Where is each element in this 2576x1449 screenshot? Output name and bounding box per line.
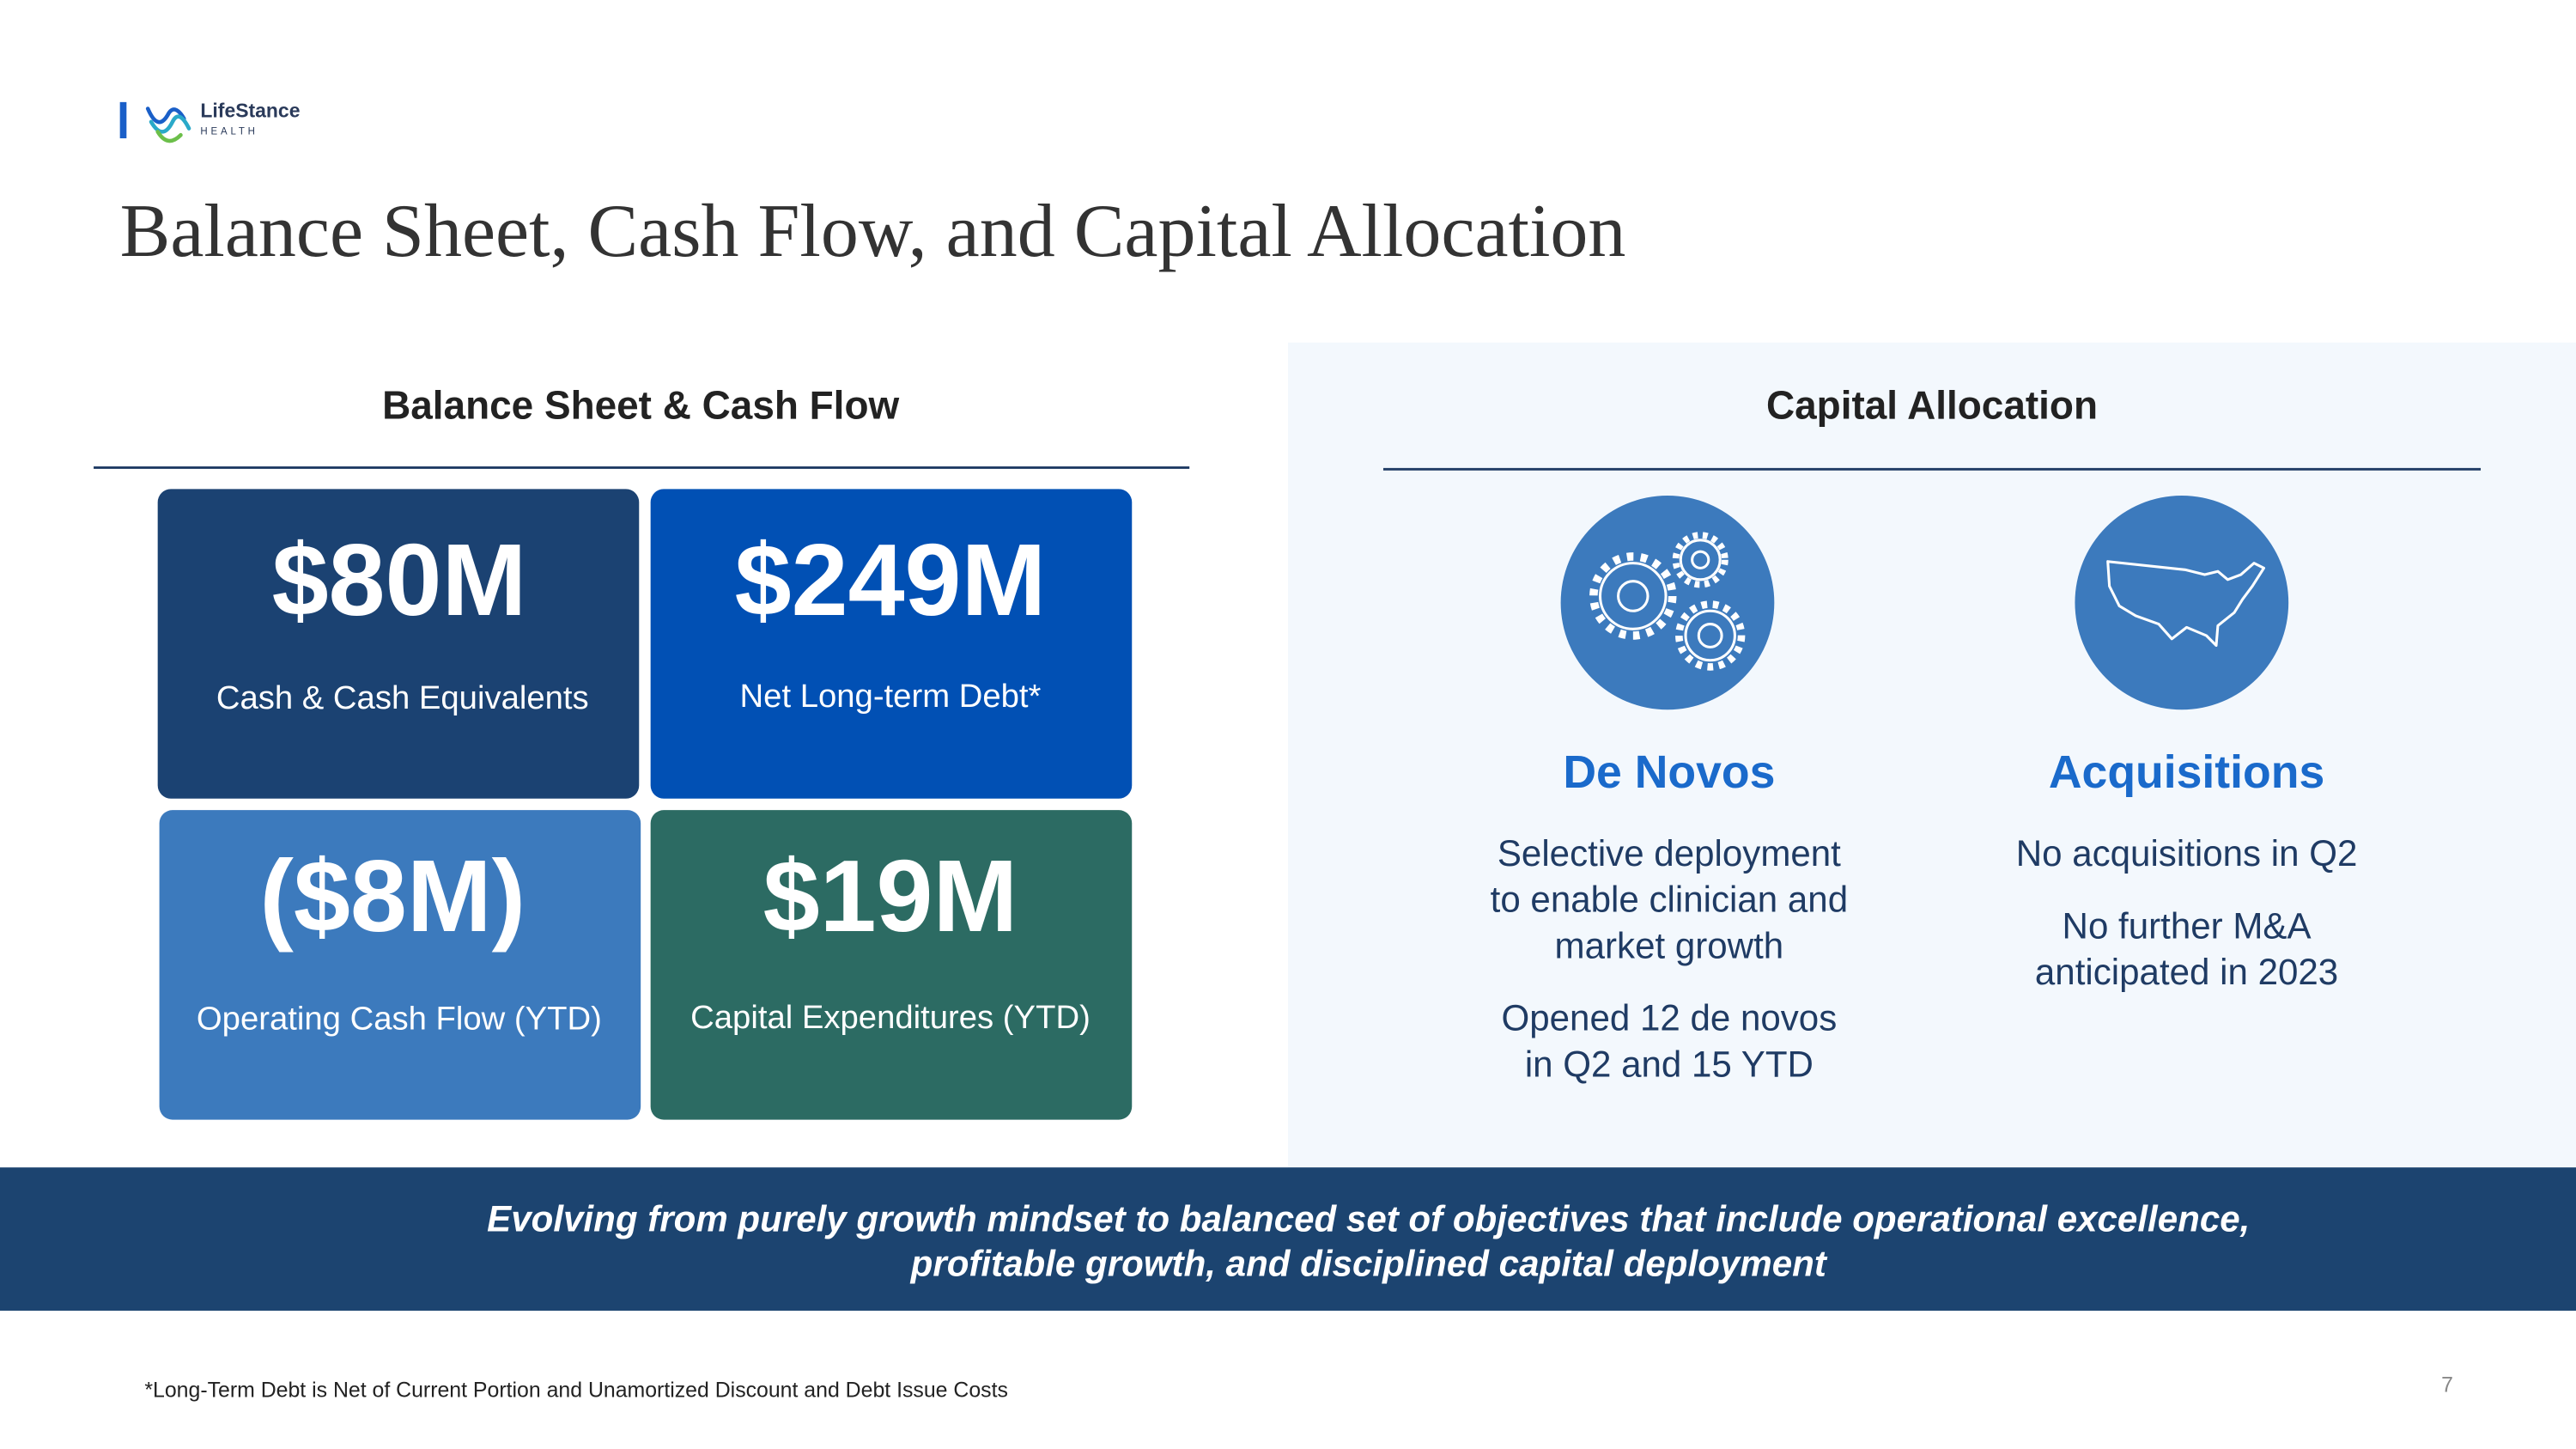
page-number: 7 xyxy=(2441,1373,2453,1397)
metric-label: Capital Expenditures (YTD) xyxy=(690,999,1091,1036)
banner-text: Evolving from purely growth mindset to b… xyxy=(487,1199,2250,1239)
section-heading: Balance Sheet & Cash Flow xyxy=(382,383,899,428)
metric-value: $19M xyxy=(763,840,1018,953)
column-line: to enable clinician and xyxy=(1491,880,1848,920)
column-title: Acquisitions xyxy=(2049,746,2324,798)
column-line: Opened 12 de novos xyxy=(1502,998,1838,1038)
logo-bar xyxy=(119,101,127,139)
column-line: in Q2 and 15 YTD xyxy=(1525,1044,1814,1084)
metric-value: $80M xyxy=(272,524,527,637)
icon-circle xyxy=(2075,496,2289,710)
slide-title: Balance Sheet, Cash Flow, and Capital Al… xyxy=(120,190,1626,273)
footnote: *Long-Term Debt is Net of Current Portio… xyxy=(144,1378,1008,1402)
column-line: No further M&A xyxy=(2063,905,2312,946)
column-text: Selective deployment to enable clinician … xyxy=(1491,833,2358,1084)
metric-label: Cash & Cash Equivalents xyxy=(216,679,589,716)
metric-tile xyxy=(650,810,1133,1120)
column-title: De Novos xyxy=(1563,746,1775,798)
banner xyxy=(0,1167,2576,1311)
banner-text: profitable growth, and disciplined capit… xyxy=(910,1243,1828,1283)
metric-label: Net Long-term Debt* xyxy=(740,678,1042,715)
metric-tile xyxy=(650,489,1133,799)
logo-name: LifeStance xyxy=(200,99,300,121)
metric-value: $249M xyxy=(735,524,1047,637)
logo-sub: HEALTH xyxy=(200,126,258,137)
column-line: anticipated in 2023 xyxy=(2035,952,2338,992)
metric-tile xyxy=(159,810,641,1120)
metric-label: Operating Cash Flow (YTD) xyxy=(197,1001,602,1038)
gears-icon xyxy=(1589,532,1746,671)
metric-tile xyxy=(157,489,640,799)
section-heading: Capital Allocation xyxy=(1766,383,2098,428)
column-line: Selective deployment xyxy=(1498,833,1841,874)
us-map-icon xyxy=(2106,560,2266,648)
column-line: market growth xyxy=(1555,925,1784,965)
logo-icon xyxy=(145,107,191,143)
panel-background xyxy=(1288,342,2576,1168)
column-line: No acquisitions in Q2 xyxy=(2016,833,2358,874)
icon-circle xyxy=(1560,496,1775,710)
metric-value: ($8M) xyxy=(259,840,526,953)
